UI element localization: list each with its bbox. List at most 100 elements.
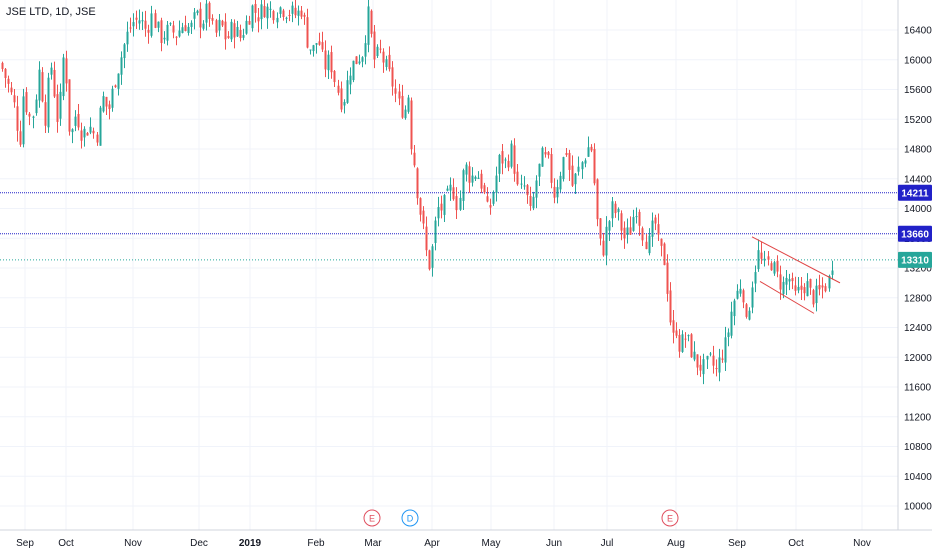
price-tick-label: 15600: [904, 85, 932, 96]
price-axis[interactable]: 1640016000156001520014800144001400013600…: [904, 26, 932, 513]
candle-body: [388, 54, 391, 70]
candle-body: [459, 197, 462, 210]
event-marker-label: E: [667, 514, 673, 524]
candle-body: [346, 80, 349, 103]
candle-body: [266, 6, 269, 19]
candle-body: [175, 36, 178, 38]
time-axis[interactable]: Sep Oct Nov Dec 2019 Feb Mar Apr May Jun Jul Aug Sep…: [16, 538, 871, 549]
candle-body: [797, 286, 800, 291]
candle-body: [757, 250, 760, 270]
price-tick-label: 15200: [904, 115, 932, 126]
candle-body: [663, 243, 666, 266]
candle-body: [538, 163, 541, 177]
candle-body: [501, 151, 504, 164]
event-marker-label: E: [369, 514, 375, 524]
event-marker-label: D: [407, 514, 414, 524]
candle-body: [480, 173, 483, 189]
candle-body: [86, 132, 89, 136]
time-tick-label: Sep: [728, 538, 746, 549]
candle-body: [632, 217, 635, 231]
trend-line[interactable]: [759, 280, 815, 314]
price-tick-label: 14000: [904, 204, 932, 215]
event-marker-circle: [363, 509, 381, 527]
time-tick-label: 2019: [239, 538, 262, 549]
candle-body: [599, 218, 602, 239]
candle-body: [163, 37, 166, 40]
candle-body: [59, 91, 62, 119]
earnings-event-marker[interactable]: E: [661, 509, 679, 527]
candle-body: [763, 258, 766, 261]
candle-body: [715, 368, 718, 370]
time-tick-label: Jul: [601, 538, 614, 549]
candle-body: [74, 116, 77, 126]
price-tick-label: 16400: [904, 26, 932, 37]
candle-body: [562, 157, 565, 180]
candle-body: [108, 104, 111, 110]
price-tick-label: 16000: [904, 55, 932, 66]
price-tick-label: 14400: [904, 174, 932, 185]
candle-body: [581, 162, 584, 170]
candle-body: [272, 11, 275, 21]
candle-body: [727, 332, 730, 338]
candle-body: [477, 177, 480, 179]
candle-body: [623, 227, 626, 239]
candle-body: [190, 22, 193, 27]
candle-body: [614, 203, 617, 214]
candle-body: [620, 213, 623, 231]
candle-body: [681, 334, 684, 352]
candle-body: [279, 7, 282, 14]
candle-body: [803, 287, 806, 294]
candle-body: [260, 4, 263, 20]
candle-body: [596, 179, 599, 220]
candle-body: [544, 152, 547, 155]
candle-body: [71, 129, 74, 133]
grid-lines: [0, 0, 898, 530]
candle-body: [291, 5, 294, 14]
candle-body: [19, 131, 22, 145]
candles: [1, 0, 834, 385]
candle-body: [7, 78, 10, 84]
trend-lines[interactable]: [751, 236, 841, 314]
candle-body: [510, 143, 513, 167]
candle-body: [751, 287, 754, 308]
candle-body: [147, 29, 150, 33]
price-tick-label: 10000: [904, 502, 932, 513]
candle-body: [431, 246, 434, 268]
candle-body: [120, 57, 123, 75]
price-tick-label: 12400: [904, 323, 932, 334]
candle-body: [1, 62, 4, 69]
price-level-lines: [0, 192, 898, 261]
candle-body: [376, 46, 379, 57]
trend-line[interactable]: [751, 236, 841, 284]
candle-body: [742, 290, 745, 303]
candle-body: [556, 187, 559, 198]
earnings-event-marker[interactable]: E: [363, 509, 381, 527]
price-label-text: 14211: [901, 188, 929, 199]
price-tick-label: 11600: [904, 383, 932, 394]
candle-body: [773, 262, 776, 274]
candle-body: [306, 17, 309, 48]
candle-body: [242, 35, 245, 38]
candle-body: [675, 330, 678, 336]
time-tick-label: May: [482, 538, 501, 549]
time-tick-label: Dec: [190, 538, 208, 549]
candle-body: [748, 310, 751, 320]
candle-body: [465, 164, 468, 175]
candle-body: [89, 126, 92, 133]
candle-body: [449, 184, 452, 191]
dividend-event-marker[interactable]: D: [401, 509, 419, 527]
candle-body: [821, 285, 824, 288]
price-label-box: [898, 251, 932, 268]
price-labels: 14211 13660 13310: [898, 184, 932, 268]
candle-body: [407, 97, 410, 112]
time-tick-label: Feb: [307, 538, 325, 549]
candle-body: [117, 73, 120, 89]
candle-body: [437, 207, 440, 219]
candle-body: [541, 147, 544, 167]
candle-body: [367, 6, 370, 45]
candle-body: [818, 285, 821, 290]
time-tick-label: Mar: [364, 538, 382, 549]
candle-body: [812, 290, 815, 305]
